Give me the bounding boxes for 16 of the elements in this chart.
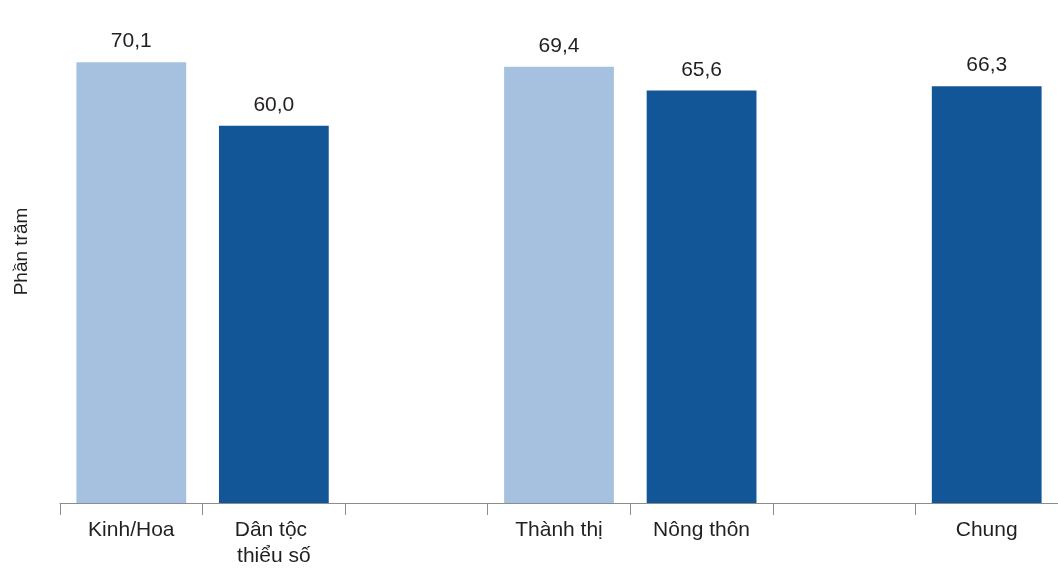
x-tick-label: Chung: [955, 516, 1018, 540]
y-axis-title: Phần trăm: [10, 207, 31, 296]
x-tick-label: Thành thị: [515, 516, 603, 540]
bar: [931, 86, 1042, 503]
data-label: 65,6: [681, 56, 723, 80]
data-label: 66,3: [966, 52, 1008, 76]
bar: [218, 125, 329, 503]
bar: [504, 66, 614, 503]
x-tick-label: Dân tộc thiểu số: [234, 516, 313, 566]
data-label: 70,1: [110, 28, 152, 52]
bar: [646, 90, 757, 503]
bar: [76, 62, 187, 503]
data-label: 60,0: [253, 91, 295, 115]
data-label: 69,4: [538, 32, 580, 56]
x-tick-label: Nông thôn: [653, 516, 751, 540]
x-tick-label: Kinh/Hoa: [88, 516, 175, 540]
